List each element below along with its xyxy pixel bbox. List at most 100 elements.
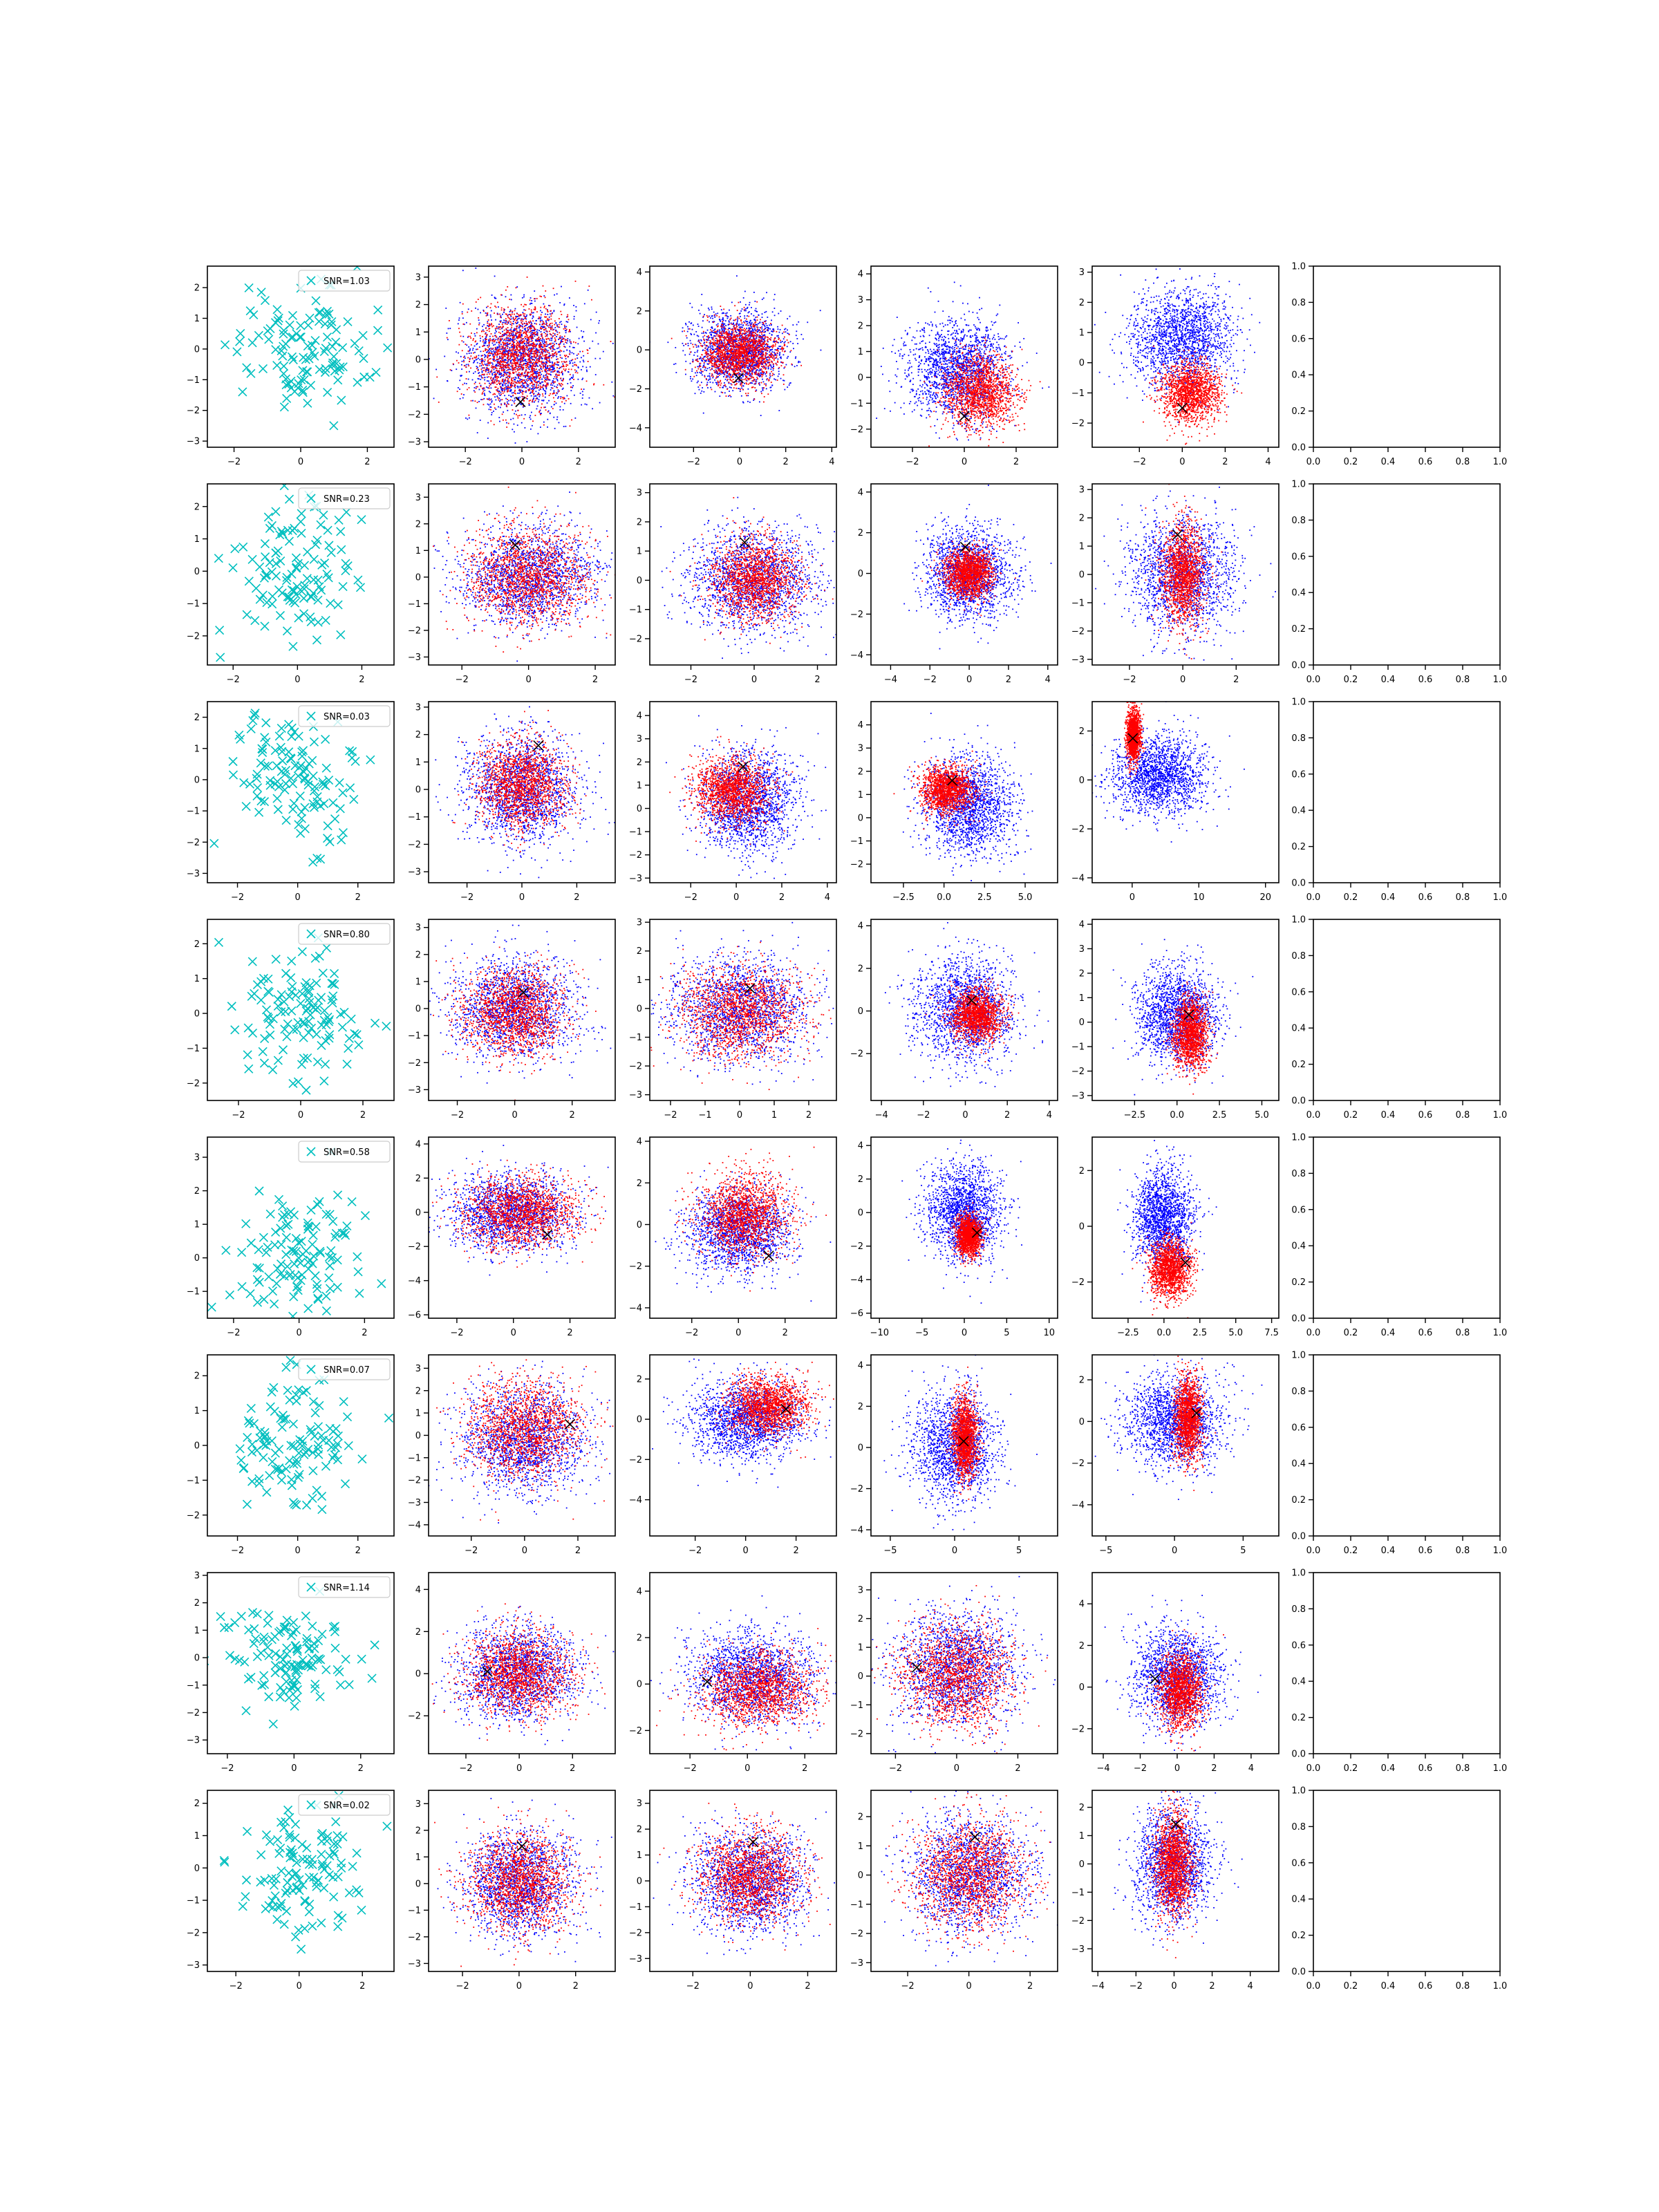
red-point (562, 339, 563, 340)
red-point (525, 347, 527, 348)
red-point (525, 336, 527, 337)
blue-point (545, 379, 546, 380)
blue-point (503, 375, 504, 377)
x-marker-point (257, 288, 265, 297)
blue-point (554, 349, 556, 350)
blue-point (707, 330, 709, 331)
blue-point (536, 348, 538, 350)
red-point (523, 363, 525, 364)
blue-point (489, 348, 490, 350)
red-point (554, 324, 555, 326)
blue-point (510, 316, 512, 317)
blue-point (570, 362, 571, 364)
blue-point (675, 347, 676, 348)
blue-point (520, 392, 521, 393)
blue-point (713, 335, 715, 337)
red-point (501, 308, 503, 309)
x-marker-point (265, 335, 273, 344)
red-point (495, 373, 496, 375)
blue-point (502, 359, 503, 361)
red-point (516, 328, 517, 330)
red-point (550, 315, 552, 317)
red-point (538, 393, 540, 395)
blue-point (507, 372, 508, 373)
blue-point (736, 275, 738, 276)
blue-point (510, 339, 512, 340)
blue-point (778, 346, 780, 347)
red-point (495, 328, 496, 329)
red-point (529, 359, 530, 361)
blue-point (787, 332, 789, 334)
red-point (492, 380, 494, 382)
red-point (514, 369, 516, 371)
red-point (507, 360, 509, 362)
red-point (538, 339, 540, 340)
blue-point (559, 302, 561, 303)
blue-point (483, 343, 485, 344)
blue-point (742, 367, 743, 368)
blue-point (554, 327, 556, 328)
red-point (500, 394, 502, 395)
blue-point (462, 311, 463, 312)
red-point (512, 341, 513, 342)
blue-point (688, 328, 689, 330)
red-point (532, 326, 533, 327)
red-point (552, 364, 553, 366)
blue-point (535, 357, 536, 359)
red-point (493, 382, 494, 384)
blue-point (768, 328, 769, 329)
blue-point (712, 377, 713, 379)
x-marker-point (221, 341, 229, 349)
red-point (463, 361, 465, 362)
red-point (504, 339, 505, 340)
red-point (530, 341, 532, 342)
red-point (512, 348, 513, 350)
blue-point (762, 351, 764, 353)
blue-point (475, 308, 476, 309)
red-point (533, 362, 534, 363)
red-point (522, 347, 523, 348)
red-point (486, 335, 487, 337)
red-point (513, 317, 514, 318)
blue-point (484, 354, 485, 355)
blue-point (729, 344, 730, 345)
red-point (538, 317, 540, 318)
red-point (556, 392, 557, 393)
blue-point (550, 374, 552, 375)
red-point (510, 356, 512, 357)
red-point (503, 420, 504, 421)
blue-point (570, 403, 572, 404)
blue-point (521, 414, 523, 415)
blue-point (533, 317, 534, 318)
blue-point (559, 322, 561, 324)
red-point (535, 334, 536, 335)
blue-point (475, 371, 476, 373)
blue-point (515, 411, 516, 412)
red-point (547, 318, 548, 319)
red-point (462, 384, 464, 385)
red-point (519, 337, 521, 339)
red-point (516, 382, 518, 384)
x-tick-label: 0 (519, 457, 525, 467)
red-point (518, 382, 520, 384)
blue-point (581, 357, 582, 358)
blue-point (747, 388, 749, 390)
blue-point (542, 341, 543, 343)
blue-point (821, 350, 822, 351)
red-point (541, 364, 543, 365)
blue-point (769, 349, 771, 350)
blue-point (561, 357, 563, 359)
blue-point (506, 387, 507, 388)
blue-point (538, 401, 539, 402)
red-point (547, 319, 548, 321)
blue-point (727, 318, 729, 319)
red-point (512, 355, 514, 356)
blue-point (469, 418, 470, 419)
red-point (521, 381, 523, 382)
red-point (559, 326, 561, 328)
blue-point (525, 377, 526, 378)
blue-point (523, 294, 525, 296)
blue-point (715, 332, 716, 334)
red-point (506, 337, 507, 338)
blue-point (505, 398, 507, 400)
